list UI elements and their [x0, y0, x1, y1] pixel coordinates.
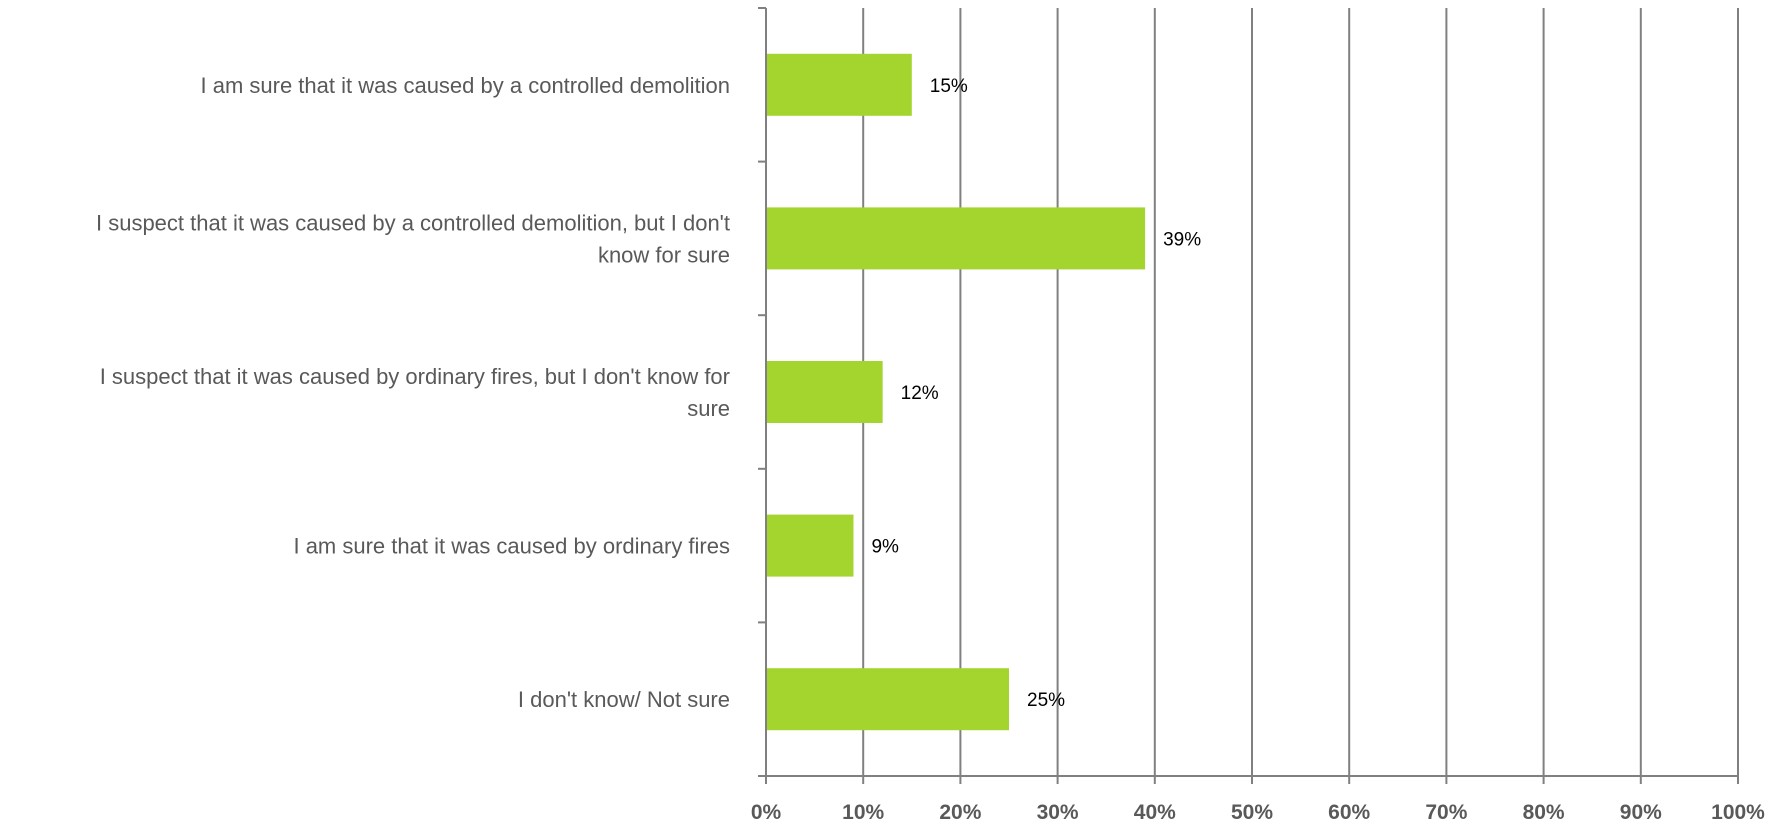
- category-label-1: I suspect that it was caused by a contro…: [96, 210, 730, 267]
- bar-4: [767, 668, 1009, 731]
- bar-0: [767, 53, 912, 116]
- category-label-0: I am sure that it was caused by a contro…: [201, 73, 731, 98]
- data-label-1: 39%: [1163, 229, 1201, 250]
- category-label-2: I suspect that it was caused by ordinary…: [100, 364, 730, 421]
- bar-2: [767, 361, 883, 423]
- x-tick-labels: 0% 10% 20% 30% 40% 50% 60% 70% 80% 90% 100%: [751, 801, 1765, 823]
- category-label-line: I am sure that it was caused by ordinary…: [293, 534, 730, 559]
- bars: [767, 53, 1146, 731]
- gridlines: [862, 8, 1739, 776]
- data-label-0: 15%: [930, 76, 968, 97]
- category-label-line: I am sure that it was caused by a contro…: [201, 73, 731, 98]
- x-tick-label-30: 30%: [1037, 801, 1079, 823]
- category-label-line: I suspect that it was caused by a contro…: [96, 210, 730, 235]
- category-label-line: know for sure: [598, 242, 730, 267]
- x-tick-label-60: 60%: [1328, 801, 1370, 823]
- axes: [758, 7, 1739, 784]
- x-tick-label-90: 90%: [1620, 801, 1662, 823]
- x-tick-label-100: 100%: [1711, 801, 1765, 823]
- data-labels: 15% 39% 12% 9% 25%: [871, 76, 1201, 711]
- category-label-line: sure: [687, 396, 730, 421]
- x-tick-label-80: 80%: [1523, 801, 1565, 823]
- data-label-4: 25%: [1027, 690, 1065, 711]
- bar-1: [767, 207, 1146, 270]
- x-tick-label-0: 0%: [751, 801, 782, 823]
- category-label-line: I suspect that it was caused by ordinary…: [100, 364, 730, 389]
- category-labels: I am sure that it was caused by a contro…: [96, 73, 730, 712]
- x-tick-label-40: 40%: [1134, 801, 1176, 823]
- category-label-3: I am sure that it was caused by ordinary…: [293, 534, 730, 559]
- x-tick-label-10: 10%: [842, 801, 884, 823]
- data-label-2: 12%: [901, 383, 939, 404]
- category-label-line: I don't know/ Not sure: [518, 687, 730, 712]
- x-tick-label-50: 50%: [1231, 801, 1273, 823]
- data-label-3: 9%: [871, 537, 899, 558]
- category-label-4: I don't know/ Not sure: [518, 687, 730, 712]
- x-tick-label-20: 20%: [939, 801, 981, 823]
- x-tick-label-70: 70%: [1425, 801, 1467, 823]
- bar-3: [767, 514, 854, 577]
